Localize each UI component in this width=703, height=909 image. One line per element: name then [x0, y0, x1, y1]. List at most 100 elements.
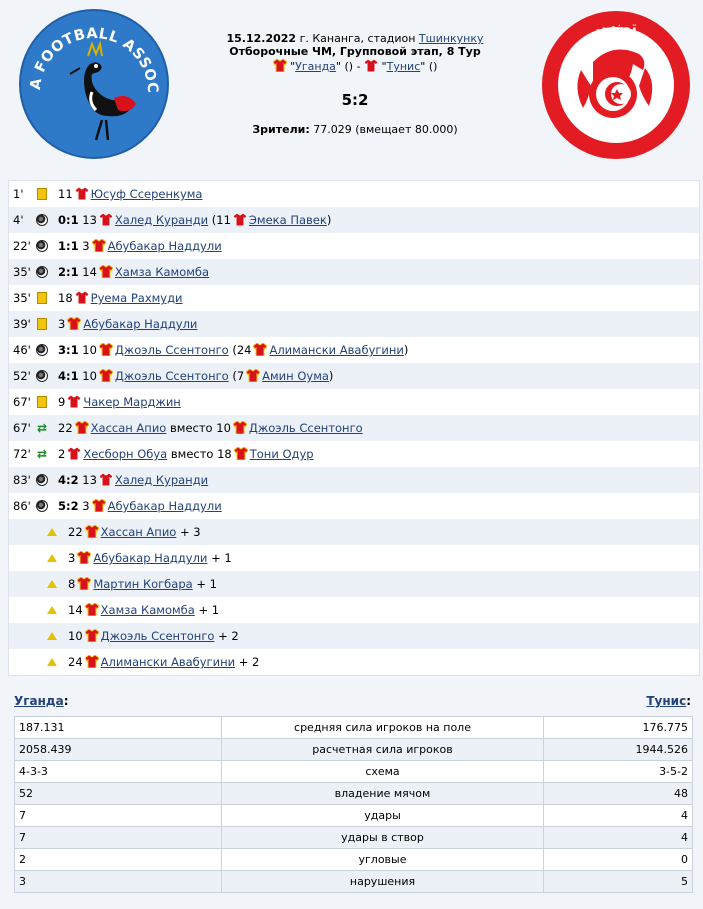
- event-minute: 67': [13, 421, 31, 435]
- event-minute: 35': [13, 291, 31, 305]
- player-number: 2: [58, 447, 66, 461]
- event-text: 3:1 10 Джоэль Ссентонго (24 Алимански Аваб…: [58, 343, 408, 357]
- player-number: 3: [58, 317, 66, 331]
- away-stat-value: 3-5-2: [543, 760, 693, 783]
- stadium-link[interactable]: Тшинкунку: [418, 32, 484, 45]
- home-shirt-icon: [98, 343, 113, 356]
- stat-label: удары в створ: [221, 826, 544, 849]
- substitution-icon: ⇄: [36, 447, 48, 461]
- home-stat-value: 3: [14, 870, 222, 893]
- player-link[interactable]: Халед Куранди: [114, 473, 209, 487]
- home-stat-value: 187.131: [14, 716, 222, 739]
- event-text: 5:2 3 Абубакар Наддули: [58, 499, 222, 513]
- event-row: 22' 1:1 3 Абубакар Наддули: [9, 233, 699, 259]
- player-link[interactable]: Руема Рахмуди: [90, 291, 183, 305]
- event-text: 1:1 3 Абубакар Наддули: [58, 239, 222, 253]
- event-text: 4:2 13 Халед Куранди: [58, 473, 208, 487]
- player-link[interactable]: Алимански Авабугини: [100, 655, 236, 669]
- ball-icon: [35, 265, 49, 279]
- away-stat-value: 48: [543, 782, 693, 805]
- event-score: 5:2: [58, 499, 79, 513]
- player-link[interactable]: Хассан Апио: [100, 525, 177, 539]
- player-link[interactable]: Абубакар Наддули: [107, 239, 222, 253]
- stats-away-team-link[interactable]: Тунис: [646, 694, 687, 708]
- player-link[interactable]: Чакер Марджин: [83, 395, 181, 409]
- player-link[interactable]: Абубакар Наддули: [83, 317, 198, 331]
- player-link[interactable]: Хамза Камомба: [114, 265, 210, 279]
- rating-change: + 2: [238, 655, 260, 669]
- stat-label: удары: [221, 804, 544, 827]
- player-link[interactable]: Хамза Камомба: [100, 603, 195, 617]
- stat-label: угловые: [221, 848, 544, 871]
- match-venue-line: 15.12.2022 г. Кананга, стадион Тшинкунку: [200, 32, 510, 45]
- away-team-link[interactable]: Тунис: [386, 60, 421, 73]
- player-link[interactable]: Хесборн Обуа: [83, 447, 168, 461]
- away-stat-value: 5: [543, 870, 693, 893]
- assist-number: (24: [232, 343, 252, 357]
- event-text: 2 Хесборн Обуа вместо 18 Тони Одур: [58, 447, 314, 461]
- player-number: 3: [82, 499, 90, 513]
- player-link[interactable]: Юсуф Ссеренкума: [90, 187, 203, 201]
- away-shirt-icon: [98, 473, 113, 486]
- home-shirt-icon: [84, 603, 99, 616]
- rating-change: + 2: [218, 629, 239, 643]
- player-number: 14: [68, 603, 83, 617]
- player-link[interactable]: Джоэль Ссентонго: [114, 343, 229, 357]
- attendance-value: 77.029 (вмещает 80.000): [313, 123, 458, 136]
- assist-close: ): [328, 369, 334, 383]
- home-shirt-icon: [91, 499, 106, 512]
- event-minute: 39': [13, 317, 31, 331]
- player-number: 10: [82, 369, 97, 383]
- event-row: 4' 0:1 13 Халед Куранди (11 Эмека Павек): [9, 207, 699, 233]
- player-number: 18: [58, 291, 73, 305]
- crane-icon: [69, 40, 136, 141]
- event-text: 3 Абубакар Наддули: [58, 317, 197, 331]
- rating-up-icon: [45, 603, 59, 617]
- player-number: 10: [216, 421, 231, 435]
- stats-row: 3 нарушения 5: [14, 870, 693, 893]
- assist-player-link[interactable]: Алимански Авабугини: [269, 343, 404, 357]
- event-minute: 52': [13, 369, 31, 383]
- stats-home-team-link[interactable]: Уганда: [14, 694, 64, 708]
- player-link[interactable]: Джоэль Ссентонго: [100, 629, 215, 643]
- away-stat-value: 176.775: [543, 716, 693, 739]
- event-text: 24 Алимански Авабугини + 2: [68, 655, 259, 669]
- away-shirt-icon: [67, 395, 82, 408]
- player-link[interactable]: Тони Одур: [249, 447, 314, 461]
- rating-up-icon: [45, 655, 59, 669]
- event-row: 39' 3 Абубакар Наддули: [9, 311, 699, 337]
- player-link[interactable]: Абубакар Наддули: [93, 551, 208, 565]
- rating-change: + 1: [198, 603, 220, 617]
- rating-up-icon: [45, 629, 59, 643]
- event-minute: 22': [13, 239, 31, 253]
- event-score: 1:1: [58, 239, 79, 253]
- event-text: 10 Джоэль Ссентонго + 2: [68, 629, 239, 643]
- player-link[interactable]: Джоэль Ссентонго: [248, 421, 363, 435]
- player-link[interactable]: Абубакар Наддули: [107, 499, 222, 513]
- home-shirt-icon: [253, 343, 268, 356]
- yellow-card-icon: [35, 187, 49, 201]
- home-shirt-icon: [233, 447, 248, 460]
- tunisia-ff-logo: تونس FÉDÉRATION TUNISIENNE DE FOOTBALL: [538, 1, 691, 160]
- player-link[interactable]: Хассан Апио: [90, 421, 167, 435]
- home-shirt-icon: [91, 239, 106, 252]
- event-row: 14 Хамза Камомба + 1: [9, 597, 699, 623]
- player-link[interactable]: Мартин Когбара: [93, 577, 193, 591]
- event-row: 22 Хассан Апио + 3: [9, 519, 699, 545]
- player-link[interactable]: Джоэль Ссентонго: [114, 369, 229, 383]
- stats-row: 52 владение мячом 48: [14, 782, 693, 805]
- home-stat-value: 7: [14, 804, 222, 827]
- player-number: 10: [82, 343, 97, 357]
- player-number: 13: [82, 473, 97, 487]
- event-score: 3:1: [58, 343, 79, 357]
- assist-player-link[interactable]: Амин Оума: [262, 369, 329, 383]
- ball-icon: [35, 369, 49, 383]
- player-link[interactable]: Халед Куранди: [114, 213, 209, 227]
- home-team-link[interactable]: Уганда: [295, 60, 336, 73]
- assist-player-link[interactable]: Эмека Павек: [248, 213, 327, 227]
- ball-icon: [35, 499, 49, 513]
- ball-icon: [35, 239, 49, 253]
- event-text: 22 Хассан Апио вместо 10 Джоэль Ссентонго: [58, 421, 363, 435]
- event-text: 18 Руема Рахмуди: [58, 291, 183, 305]
- event-text: 0:1 13 Халед Куранди (11 Эмека Павек): [58, 213, 331, 227]
